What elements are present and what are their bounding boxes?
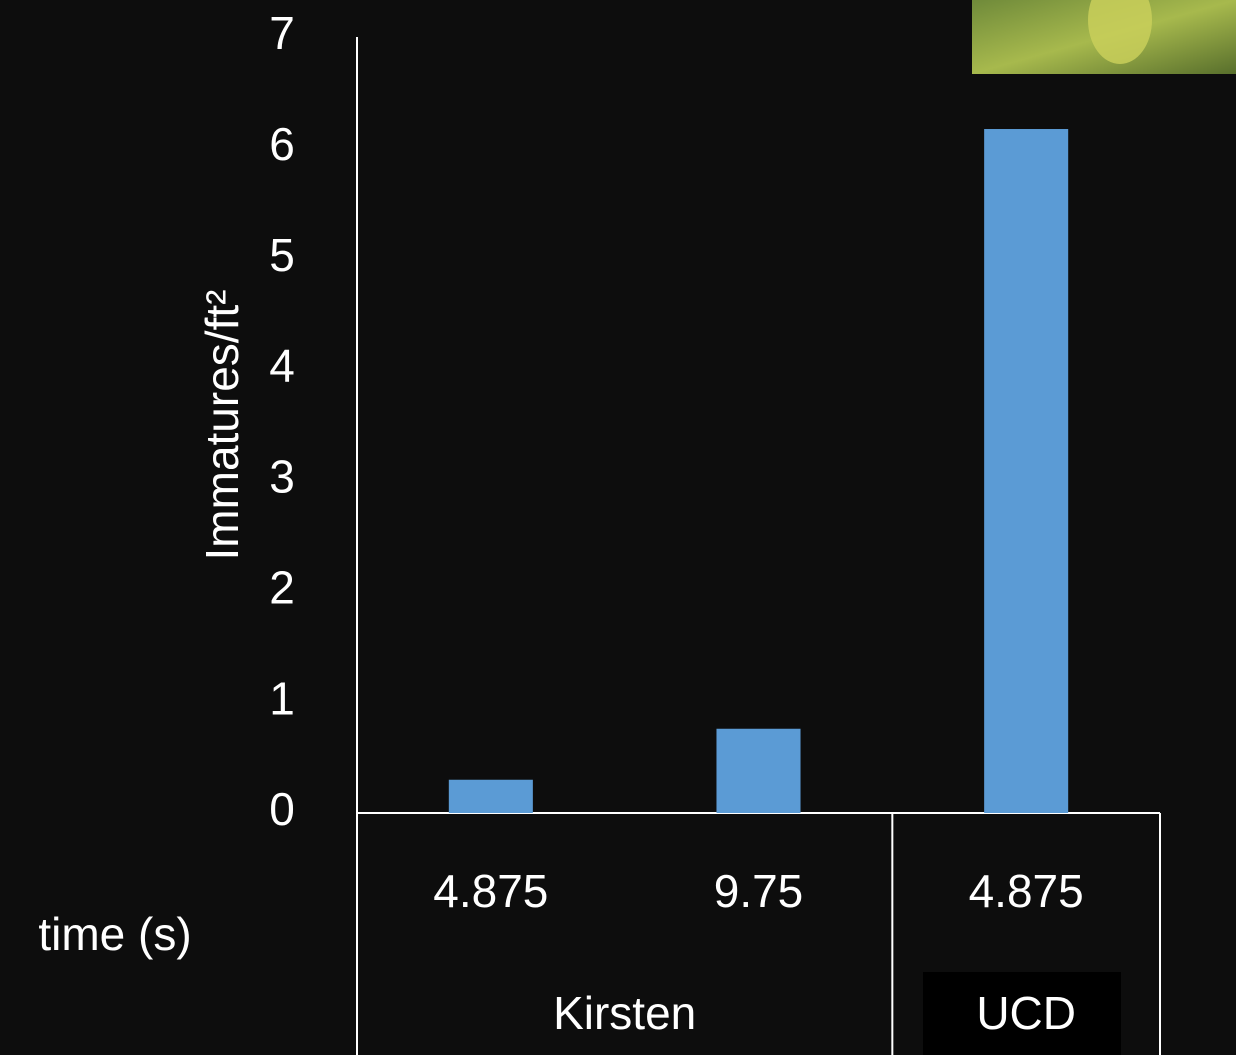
y-tick-label: 0 (269, 783, 295, 835)
x-tick-label: 4.875 (969, 865, 1084, 917)
group-label: UCD (976, 987, 1076, 1039)
y-axis-title: Immatures/ft² (196, 290, 248, 561)
group-label: Kirsten (553, 987, 696, 1039)
bar (449, 780, 533, 813)
y-tick-label: 1 (269, 672, 295, 724)
x-tick-label: 9.75 (714, 865, 804, 917)
x-tick-label: 4.875 (433, 865, 548, 917)
bar (984, 129, 1068, 813)
y-tick-label: 7 (269, 7, 295, 59)
y-tick-label: 5 (269, 229, 295, 281)
chart: Immatures/ft² time (s) 0 1 2 3 4 5 6 7 4.875 9.75… (0, 0, 1236, 1055)
y-tick-label: 2 (269, 561, 295, 613)
bar (716, 729, 800, 813)
photo (972, 0, 1236, 74)
y-tick-label: 3 (269, 451, 295, 503)
x-axis-title: time (s) (38, 908, 191, 960)
y-tick-label: 4 (269, 340, 295, 392)
y-tick-label: 6 (269, 118, 295, 170)
